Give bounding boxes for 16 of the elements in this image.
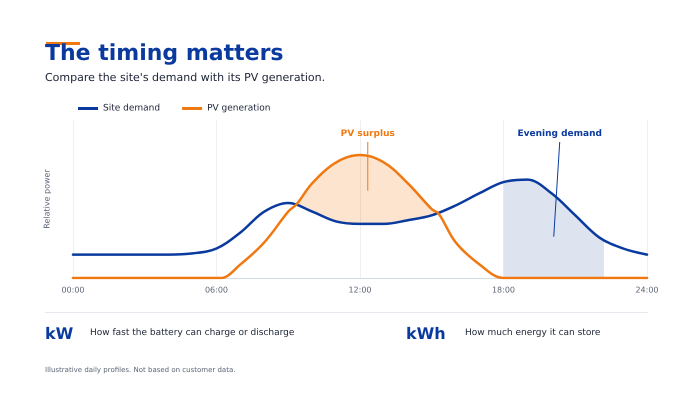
- legend-label: Site demand: [103, 104, 160, 114]
- text: Evening demand: [518, 129, 602, 139]
- x-tick-label: 24:00: [635, 286, 659, 294]
- text: kWh: [406, 324, 446, 343]
- x-tick-label: 00:00: [61, 286, 85, 294]
- text: How much energy it can store: [465, 328, 600, 338]
- legend-label: PV generation: [207, 104, 270, 114]
- x-tick-label: 12:00: [348, 286, 372, 294]
- x-tick-label: 18:00: [492, 286, 516, 294]
- text: How fast the battery can charge or discharge: [90, 328, 294, 338]
- chart-title: The timing matters: [45, 41, 284, 66]
- text: kW: [45, 324, 74, 343]
- chart-subtitle: Compare the site's demand with its PV generation.: [45, 71, 326, 84]
- y-axis-title: Relative power: [42, 168, 52, 229]
- x-tick-label: 06:00: [204, 286, 228, 294]
- text: PV surplus: [340, 129, 395, 139]
